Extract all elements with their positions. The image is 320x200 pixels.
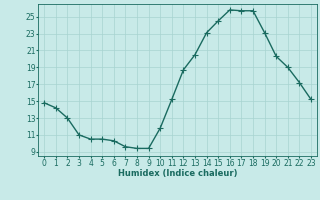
X-axis label: Humidex (Indice chaleur): Humidex (Indice chaleur) xyxy=(118,169,237,178)
